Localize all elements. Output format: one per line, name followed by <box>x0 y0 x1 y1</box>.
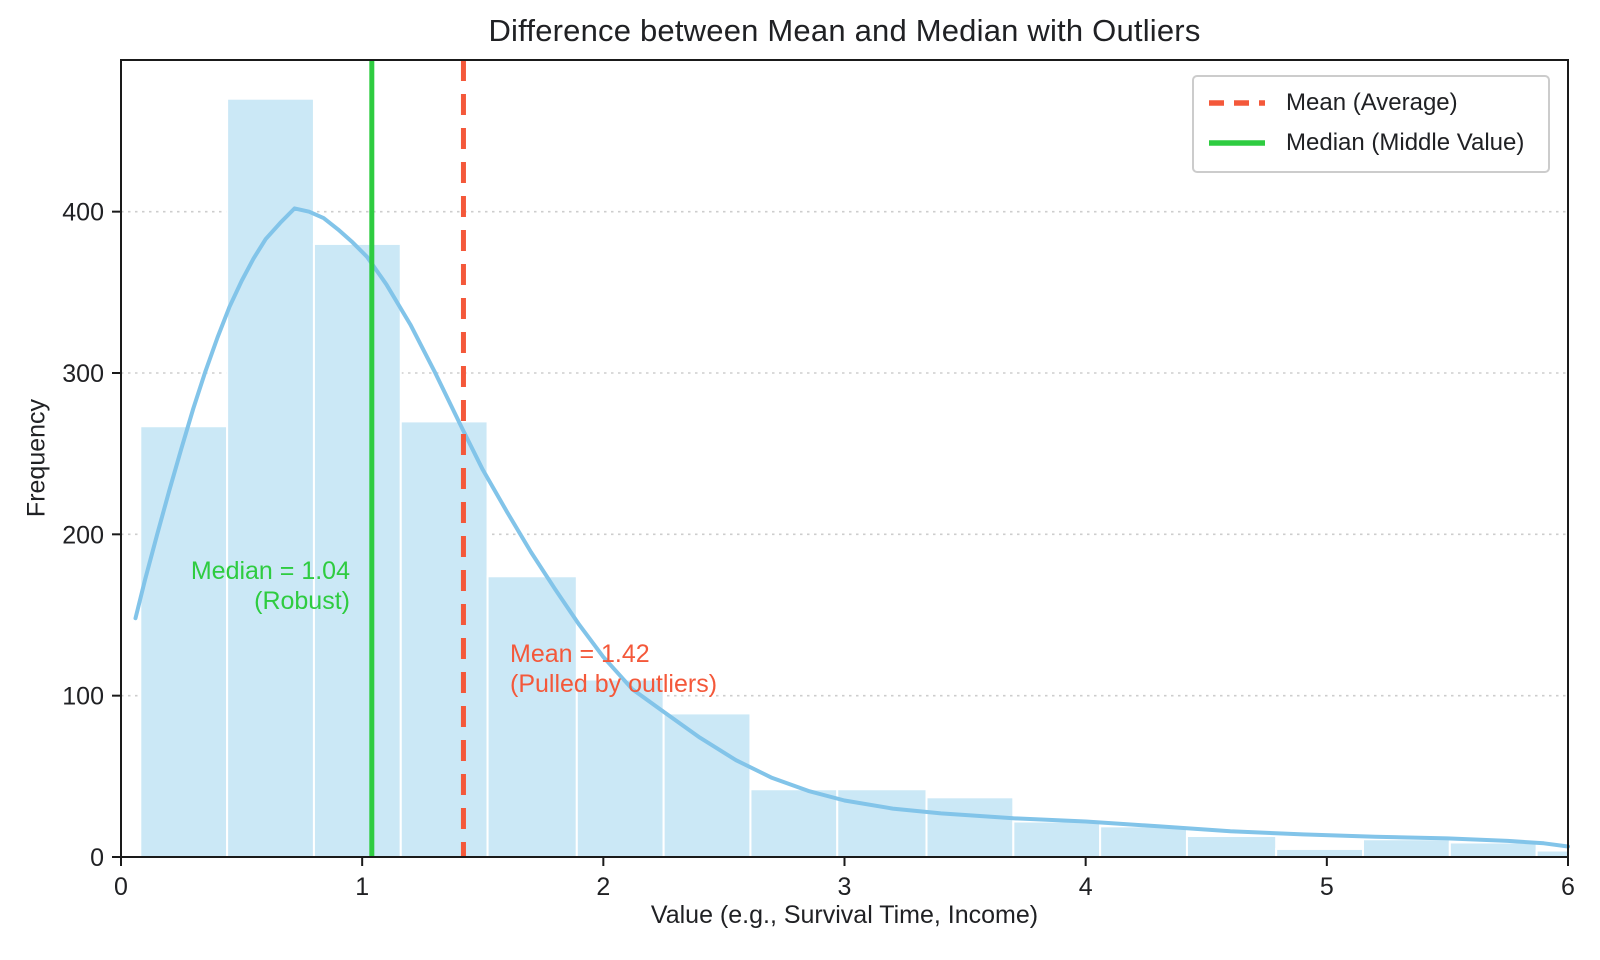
legend: Mean (Average) Median (Middle Value) <box>1192 75 1551 173</box>
median-annotation-line2: (Robust) <box>254 587 350 615</box>
legend-item-mean: Mean (Average) <box>1208 85 1524 121</box>
chart-title: Difference between Mean and Median with … <box>488 13 1201 48</box>
x-tick-label: 3 <box>838 873 852 901</box>
histogram-bar <box>925 796 1015 858</box>
histogram-bar <box>139 425 229 858</box>
legend-label-mean: Mean (Average) <box>1286 89 1458 116</box>
histogram-bar <box>1012 820 1102 858</box>
y-tick-label: 200 <box>62 521 104 549</box>
y-axis-label: Frequency <box>22 398 51 518</box>
legend-label-median: Median (Middle Value) <box>1286 129 1525 156</box>
histogram-bar <box>1448 841 1538 858</box>
x-tick-label: 5 <box>1320 873 1334 901</box>
histogram-bar <box>575 678 665 858</box>
histogram-bar <box>399 420 489 858</box>
legend-item-median: Median (Middle Value) <box>1208 125 1524 161</box>
histogram-bar <box>1185 835 1278 858</box>
x-tick-label: 2 <box>596 873 610 901</box>
x-tick-label: 6 <box>1561 873 1575 901</box>
x-axis-label: Value (e.g., Survival Time, Income) <box>650 901 1039 929</box>
histogram-bar <box>1275 847 1365 859</box>
median-annotation: Median = 1.04 (Robust) <box>150 556 350 616</box>
kde-curve <box>133 206 1570 849</box>
histogram-bar <box>312 242 402 858</box>
histogram-bar <box>1362 838 1451 859</box>
histogram-bar <box>486 575 578 859</box>
histogram-bar <box>836 788 928 859</box>
x-tick-label: 1 <box>355 873 369 901</box>
histogram-bar <box>662 712 752 859</box>
median-annotation-line1: Median = 1.04 <box>190 557 350 585</box>
y-tick-label: 400 <box>62 199 104 227</box>
histogram-bar <box>226 97 315 859</box>
median-line-swatch <box>1209 140 1265 146</box>
y-tick-label: 100 <box>62 683 104 711</box>
x-tick-label: 4 <box>1079 873 1093 901</box>
mean-annotation: Mean = 1.42 (Pulled by outliers) <box>510 639 717 699</box>
mean-line-swatch <box>1209 100 1265 106</box>
histogram-bar <box>1099 825 1188 858</box>
y-tick-label: 300 <box>62 360 104 388</box>
x-tick-label: 0 <box>114 873 128 901</box>
mean-annotation-line1: Mean = 1.42 <box>510 640 650 668</box>
histogram-bar <box>749 788 839 859</box>
mean-annotation-line2: (Pulled by outliers) <box>510 670 718 698</box>
y-tick-label: 0 <box>90 844 104 872</box>
